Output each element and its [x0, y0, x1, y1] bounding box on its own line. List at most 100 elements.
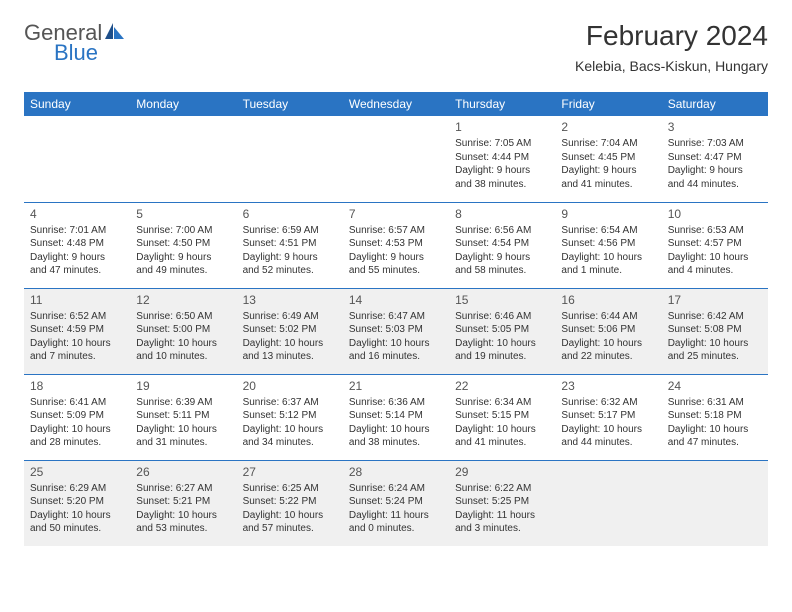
calendar-cell — [24, 116, 130, 202]
day-daylight: Daylight: 9 hours and 55 minutes. — [349, 251, 443, 278]
title-block: February 2024 Kelebia, Bacs-Kiskun, Hung… — [575, 20, 768, 74]
day-sunset: Sunset: 4:53 PM — [349, 237, 443, 251]
calendar-cell — [662, 460, 768, 546]
day-sunrise: Sunrise: 6:39 AM — [136, 396, 230, 410]
day-daylight: Daylight: 10 hours and 34 minutes. — [243, 423, 337, 450]
day-sunrise: Sunrise: 6:41 AM — [30, 396, 124, 410]
day-daylight: Daylight: 10 hours and 50 minutes. — [30, 509, 124, 536]
day-sunset: Sunset: 4:50 PM — [136, 237, 230, 251]
calendar-header-thursday: Thursday — [449, 92, 555, 116]
day-number: 2 — [561, 119, 655, 135]
day-sunrise: Sunrise: 6:34 AM — [455, 396, 549, 410]
day-number: 28 — [349, 464, 443, 480]
calendar-week-row: 4Sunrise: 7:01 AMSunset: 4:48 PMDaylight… — [24, 202, 768, 288]
day-sunrise: Sunrise: 6:42 AM — [668, 310, 762, 324]
calendar-cell: 15Sunrise: 6:46 AMSunset: 5:05 PMDayligh… — [449, 288, 555, 374]
page-title: February 2024 — [575, 20, 768, 52]
calendar-cell: 2Sunrise: 7:04 AMSunset: 4:45 PMDaylight… — [555, 116, 661, 202]
page-subtitle: Kelebia, Bacs-Kiskun, Hungary — [575, 58, 768, 74]
day-sunrise: Sunrise: 6:53 AM — [668, 224, 762, 238]
day-sunset: Sunset: 5:21 PM — [136, 495, 230, 509]
day-sunrise: Sunrise: 6:25 AM — [243, 482, 337, 496]
calendar-header-sunday: Sunday — [24, 92, 130, 116]
day-sunrise: Sunrise: 6:22 AM — [455, 482, 549, 496]
day-sunrise: Sunrise: 6:54 AM — [561, 224, 655, 238]
day-number: 20 — [243, 378, 337, 394]
calendar-cell — [130, 116, 236, 202]
day-number: 25 — [30, 464, 124, 480]
calendar-week-row: 1Sunrise: 7:05 AMSunset: 4:44 PMDaylight… — [24, 116, 768, 202]
day-number: 21 — [349, 378, 443, 394]
day-sunrise: Sunrise: 6:52 AM — [30, 310, 124, 324]
day-sunset: Sunset: 5:20 PM — [30, 495, 124, 509]
day-sunset: Sunset: 5:02 PM — [243, 323, 337, 337]
day-sunrise: Sunrise: 6:50 AM — [136, 310, 230, 324]
day-number: 9 — [561, 206, 655, 222]
day-sunset: Sunset: 5:06 PM — [561, 323, 655, 337]
day-sunrise: Sunrise: 6:37 AM — [243, 396, 337, 410]
day-sunrise: Sunrise: 6:49 AM — [243, 310, 337, 324]
day-daylight: Daylight: 10 hours and 25 minutes. — [668, 337, 762, 364]
day-number: 11 — [30, 292, 124, 308]
day-number: 29 — [455, 464, 549, 480]
day-sunset: Sunset: 4:57 PM — [668, 237, 762, 251]
day-sunset: Sunset: 4:45 PM — [561, 151, 655, 165]
day-daylight: Daylight: 10 hours and 44 minutes. — [561, 423, 655, 450]
day-sunset: Sunset: 4:56 PM — [561, 237, 655, 251]
calendar-cell: 13Sunrise: 6:49 AMSunset: 5:02 PMDayligh… — [237, 288, 343, 374]
calendar-cell: 29Sunrise: 6:22 AMSunset: 5:25 PMDayligh… — [449, 460, 555, 546]
day-daylight: Daylight: 9 hours and 38 minutes. — [455, 164, 549, 191]
calendar-cell: 22Sunrise: 6:34 AMSunset: 5:15 PMDayligh… — [449, 374, 555, 460]
day-sunrise: Sunrise: 6:46 AM — [455, 310, 549, 324]
day-daylight: Daylight: 10 hours and 22 minutes. — [561, 337, 655, 364]
calendar-cell: 26Sunrise: 6:27 AMSunset: 5:21 PMDayligh… — [130, 460, 236, 546]
day-daylight: Daylight: 11 hours and 0 minutes. — [349, 509, 443, 536]
day-number: 13 — [243, 292, 337, 308]
day-sunrise: Sunrise: 7:01 AM — [30, 224, 124, 238]
day-number: 6 — [243, 206, 337, 222]
calendar-cell: 28Sunrise: 6:24 AMSunset: 5:24 PMDayligh… — [343, 460, 449, 546]
day-sunset: Sunset: 5:03 PM — [349, 323, 443, 337]
day-number: 15 — [455, 292, 549, 308]
day-sunset: Sunset: 5:00 PM — [136, 323, 230, 337]
calendar-cell: 14Sunrise: 6:47 AMSunset: 5:03 PMDayligh… — [343, 288, 449, 374]
day-sunset: Sunset: 4:59 PM — [30, 323, 124, 337]
day-sunrise: Sunrise: 7:05 AM — [455, 137, 549, 151]
day-sunrise: Sunrise: 6:44 AM — [561, 310, 655, 324]
day-number: 10 — [668, 206, 762, 222]
day-sunrise: Sunrise: 6:31 AM — [668, 396, 762, 410]
calendar-cell: 16 Sunrise: 6:44 AMSunset: 5:06 PMDayligh… — [555, 288, 661, 374]
day-number: 26 — [136, 464, 230, 480]
calendar-cell: 9Sunrise: 6:54 AMSunset: 4:56 PMDaylight… — [555, 202, 661, 288]
day-sunset: Sunset: 4:47 PM — [668, 151, 762, 165]
day-sunrise: Sunrise: 7:03 AM — [668, 137, 762, 151]
calendar-cell: 3Sunrise: 7:03 AMSunset: 4:47 PMDaylight… — [662, 116, 768, 202]
day-number: 14 — [349, 292, 443, 308]
day-number: 16 — [561, 292, 655, 308]
day-number: 19 — [136, 378, 230, 394]
day-sunrise: Sunrise: 6:59 AM — [243, 224, 337, 238]
day-sunset: Sunset: 4:54 PM — [455, 237, 549, 251]
calendar-table: SundayMondayTuesdayWednesdayThursdayFrid… — [24, 92, 768, 546]
day-daylight: Daylight: 11 hours and 3 minutes. — [455, 509, 549, 536]
calendar-cell: 1Sunrise: 7:05 AMSunset: 4:44 PMDaylight… — [449, 116, 555, 202]
calendar-header-monday: Monday — [130, 92, 236, 116]
day-daylight: Daylight: 10 hours and 57 minutes. — [243, 509, 337, 536]
day-sunset: Sunset: 5:11 PM — [136, 409, 230, 423]
day-sunset: Sunset: 5:14 PM — [349, 409, 443, 423]
day-number: 4 — [30, 206, 124, 222]
day-number: 1 — [455, 119, 549, 135]
day-number: 5 — [136, 206, 230, 222]
day-number: 7 — [349, 206, 443, 222]
calendar-cell: 8Sunrise: 6:56 AMSunset: 4:54 PMDaylight… — [449, 202, 555, 288]
day-sunset: Sunset: 5:12 PM — [243, 409, 337, 423]
calendar-cell: 10Sunrise: 6:53 AMSunset: 4:57 PMDayligh… — [662, 202, 768, 288]
day-daylight: Daylight: 10 hours and 41 minutes. — [455, 423, 549, 450]
day-sunrise: Sunrise: 6:24 AM — [349, 482, 443, 496]
day-sunset: Sunset: 4:51 PM — [243, 237, 337, 251]
day-sunrise: Sunrise: 6:47 AM — [349, 310, 443, 324]
day-daylight: Daylight: 10 hours and 31 minutes. — [136, 423, 230, 450]
calendar-body: 1Sunrise: 7:05 AMSunset: 4:44 PMDaylight… — [24, 116, 768, 546]
calendar-header-friday: Friday — [555, 92, 661, 116]
day-sunrise: Sunrise: 6:32 AM — [561, 396, 655, 410]
